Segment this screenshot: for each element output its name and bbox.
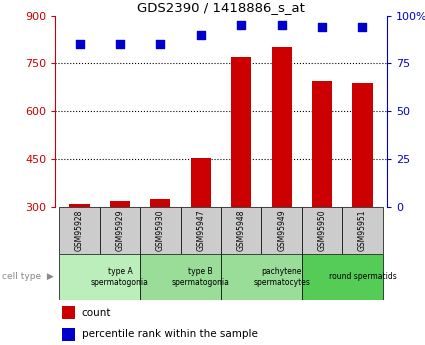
Text: pachytene
spermatocytes: pachytene spermatocytes [253, 267, 310, 287]
Text: GSM95949: GSM95949 [277, 209, 286, 251]
Bar [231, 57, 251, 207]
Text: GSM95928: GSM95928 [75, 210, 84, 251]
Bar [272, 47, 292, 207]
Point [157, 41, 164, 47]
Bar [140, 207, 181, 254]
Bar [302, 254, 382, 300]
Bar [261, 207, 302, 254]
Point [76, 41, 83, 47]
Bar [150, 199, 170, 207]
Point [197, 32, 204, 38]
Bar [110, 201, 130, 207]
Bar [62, 328, 75, 341]
Text: percentile rank within the sample: percentile rank within the sample [82, 329, 258, 339]
Bar [100, 207, 140, 254]
Bar [181, 207, 221, 254]
Bar [221, 207, 261, 254]
Point [319, 24, 326, 30]
Text: GSM95947: GSM95947 [196, 209, 205, 251]
Text: count: count [82, 308, 111, 318]
Point [359, 24, 366, 30]
Text: cell type  ▶: cell type ▶ [2, 272, 54, 282]
Bar [342, 207, 382, 254]
Title: GDS2390 / 1418886_s_at: GDS2390 / 1418886_s_at [137, 1, 305, 14]
Text: type A
spermatogonia: type A spermatogonia [91, 267, 149, 287]
Text: type B
spermatogonia: type B spermatogonia [172, 267, 230, 287]
Text: GSM95930: GSM95930 [156, 209, 165, 251]
Bar [69, 204, 90, 207]
Text: GSM95951: GSM95951 [358, 209, 367, 251]
Bar [60, 254, 140, 300]
Bar [191, 158, 211, 207]
Text: GSM95929: GSM95929 [116, 209, 125, 251]
Bar [352, 82, 373, 207]
Point [238, 22, 245, 28]
Text: round spermatids: round spermatids [329, 272, 397, 282]
Bar [60, 207, 100, 254]
Bar [302, 207, 342, 254]
Point [116, 41, 123, 47]
Text: GSM95950: GSM95950 [317, 209, 326, 251]
Bar [312, 81, 332, 207]
Point [278, 22, 285, 28]
Bar [62, 306, 75, 319]
Text: GSM95948: GSM95948 [237, 209, 246, 251]
Bar [221, 254, 302, 300]
Bar [140, 254, 221, 300]
